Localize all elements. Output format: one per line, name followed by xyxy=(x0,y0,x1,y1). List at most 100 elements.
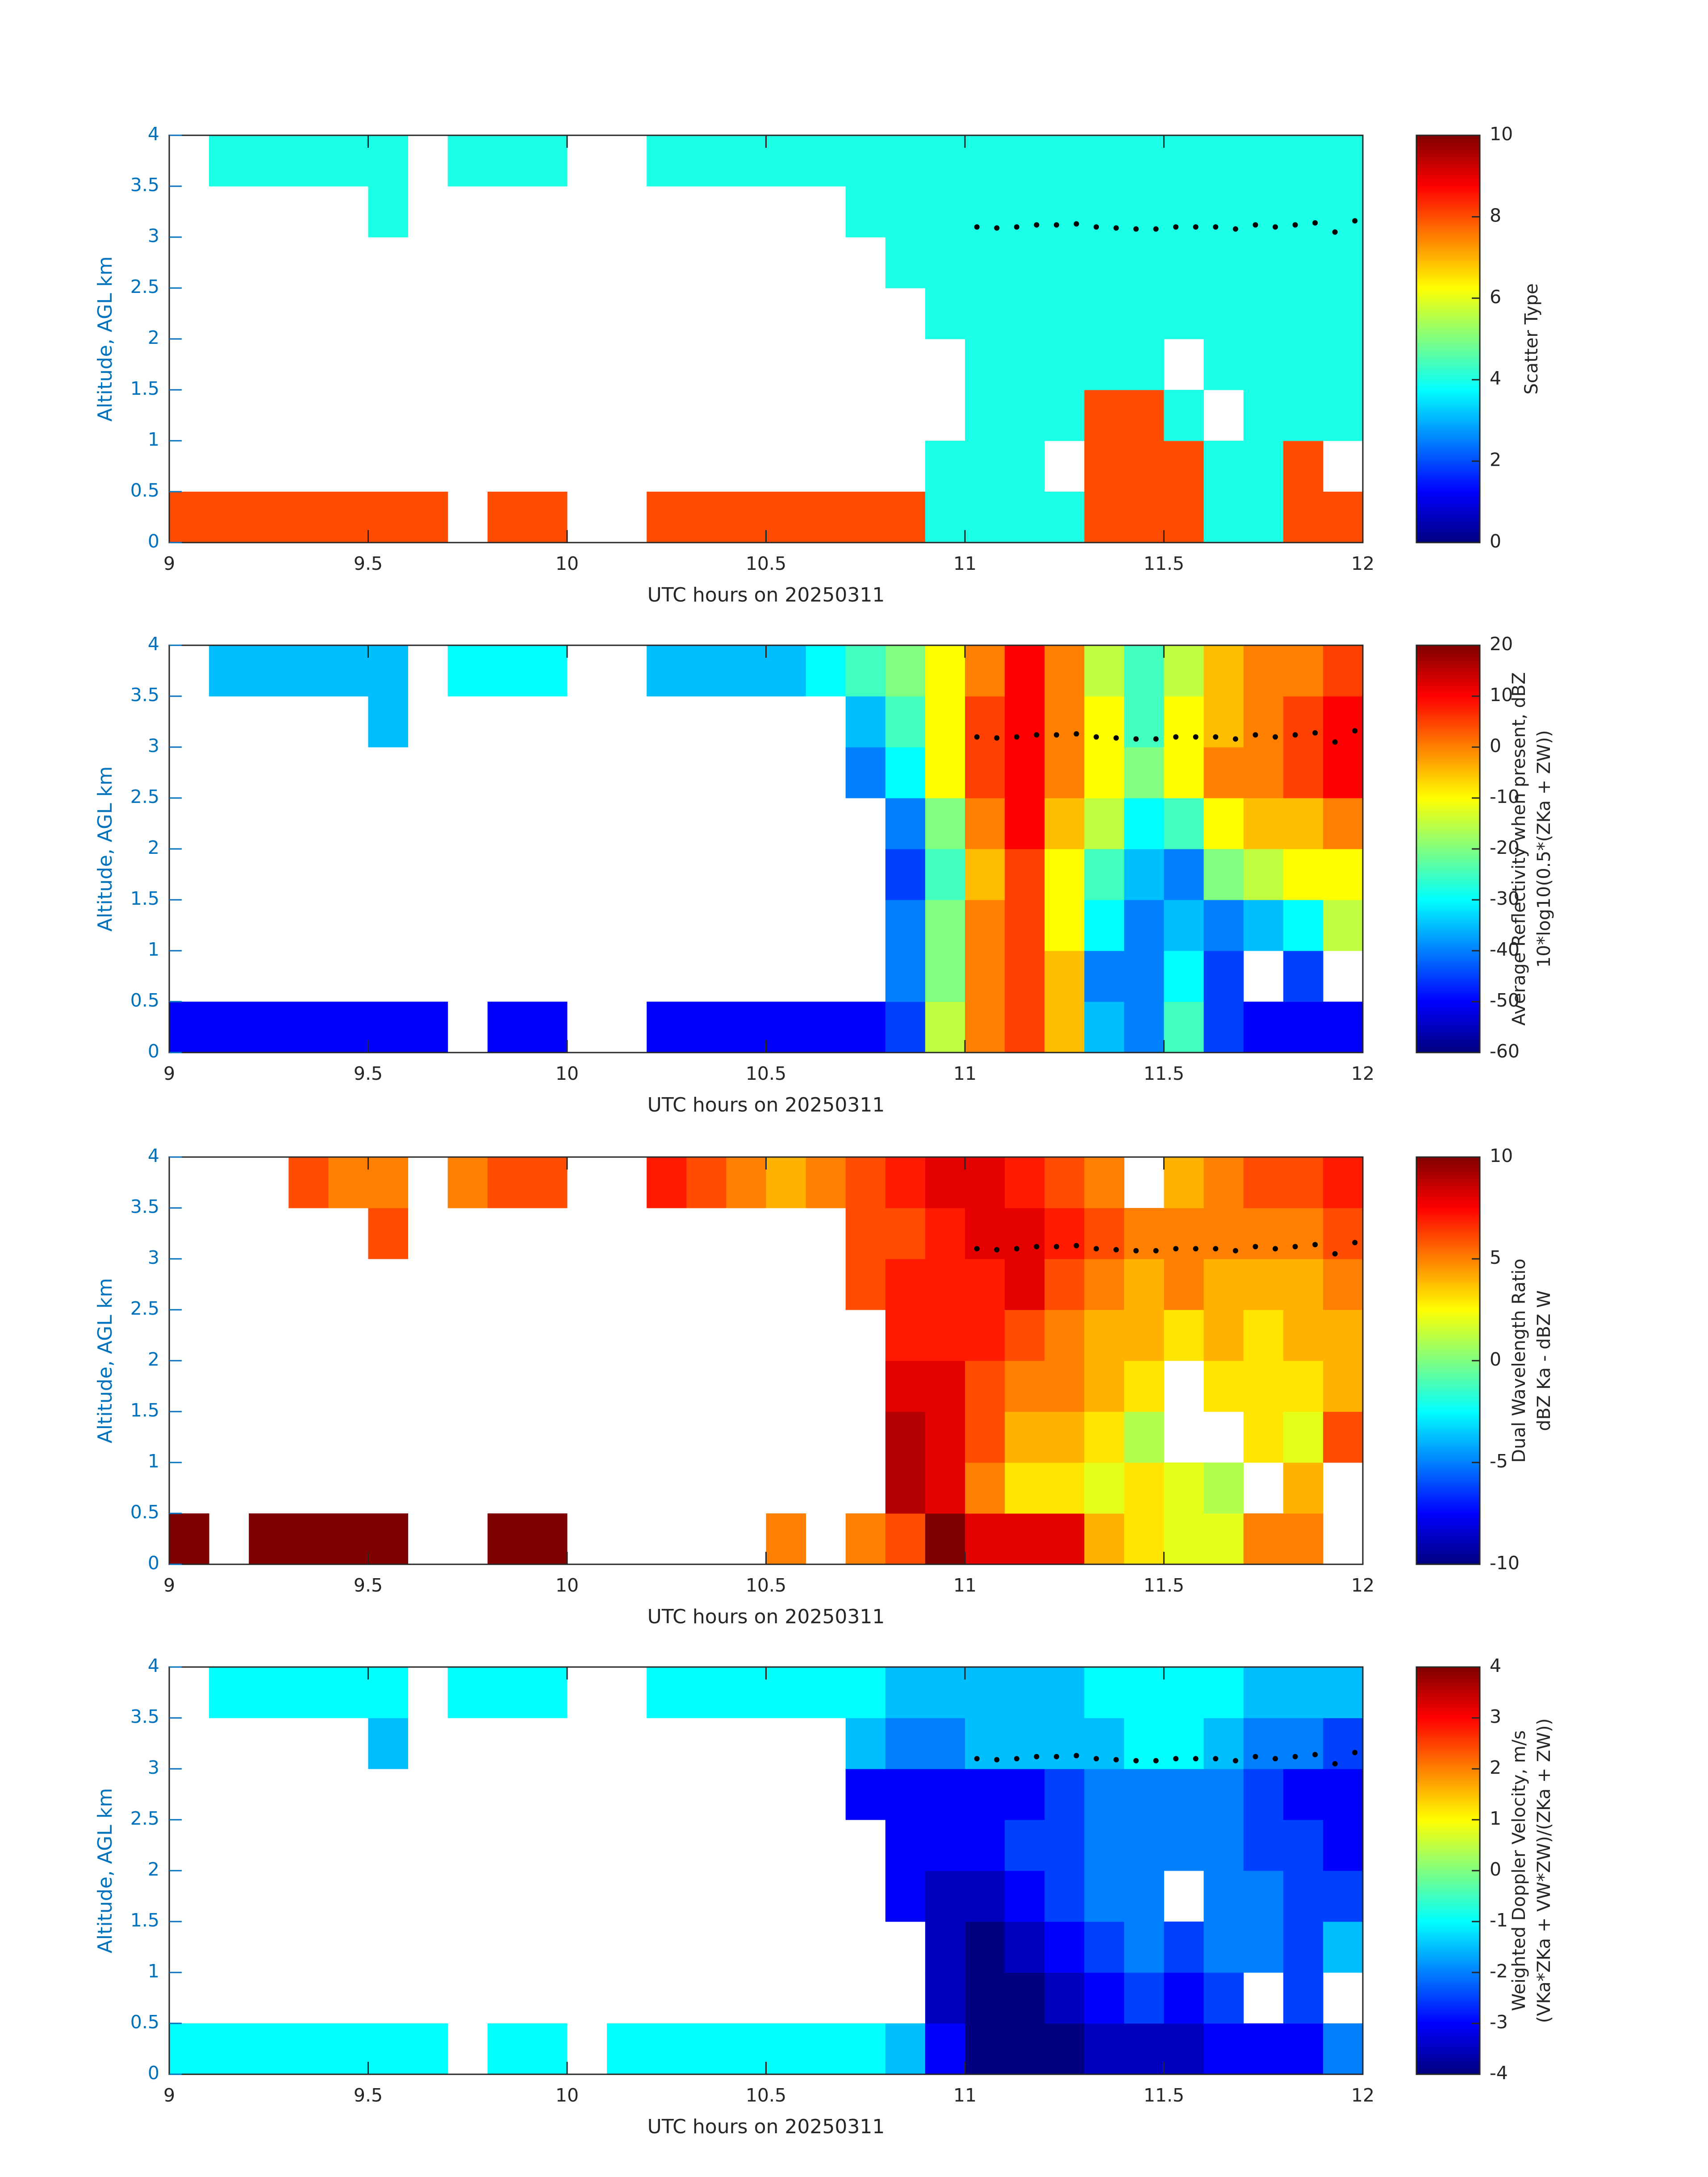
colorbar-tick-label: 1 xyxy=(1490,1808,1501,1829)
marker-point xyxy=(1173,1246,1179,1252)
heatmap-cell xyxy=(1164,1922,1204,1973)
x-tick-label: 11.5 xyxy=(1144,2085,1184,2106)
heatmap-cell xyxy=(1084,1412,1124,1463)
heatmap-cell xyxy=(925,1513,965,1565)
heatmap-cell xyxy=(447,1667,488,1718)
heatmap-cell xyxy=(1044,1462,1085,1514)
heatmap-cell xyxy=(487,1667,528,1718)
x-tick-label: 11.5 xyxy=(1144,553,1184,574)
heatmap-cell xyxy=(1084,645,1124,697)
heatmap-cell xyxy=(806,2023,846,2075)
marker-point xyxy=(1014,1756,1019,1762)
heatmap-cell xyxy=(1243,1259,1284,1310)
heatmap-cell xyxy=(1044,1718,1085,1769)
colorbar-label: Scatter Type xyxy=(1521,284,1542,395)
heatmap-cell xyxy=(965,747,1005,798)
heatmap-cell xyxy=(1243,1667,1284,1718)
heatmap-cell xyxy=(965,1259,1005,1310)
heatmap-cell xyxy=(1283,798,1324,849)
heatmap-cell xyxy=(1005,1513,1045,1565)
heatmap-cell xyxy=(925,1412,965,1463)
heatmap-cell xyxy=(647,492,687,543)
x-tick-label: 10 xyxy=(555,1063,579,1084)
heatmap-cell xyxy=(288,1513,329,1565)
y-tick-label: 2 xyxy=(148,1349,159,1370)
heatmap-cell xyxy=(965,1157,1005,1208)
heatmap-cell xyxy=(1323,900,1363,951)
heatmap-cell xyxy=(1243,186,1284,238)
marker-point xyxy=(1232,736,1238,742)
heatmap-cell xyxy=(1243,135,1284,187)
heatmap-cell xyxy=(1044,1310,1085,1361)
heatmap-cell xyxy=(1124,1259,1164,1310)
heatmap-cell xyxy=(686,1667,727,1718)
y-tick-label: 2 xyxy=(148,327,159,348)
heatmap-cell xyxy=(885,1208,926,1259)
heatmap-cell xyxy=(1124,1820,1164,1871)
y-tick-label: 0.5 xyxy=(130,480,159,501)
heatmap-cell xyxy=(368,186,409,238)
heatmap-cell xyxy=(1243,1412,1284,1463)
x-tick-label: 12 xyxy=(1351,1575,1374,1596)
heatmap-cell xyxy=(1124,237,1164,288)
heatmap-cell xyxy=(1084,441,1124,492)
heatmap-cell xyxy=(1005,1820,1045,1871)
heatmap-cell xyxy=(1005,237,1045,288)
heatmap-cell xyxy=(845,747,886,798)
heatmap-cell xyxy=(726,1667,766,1718)
heatmap-cell xyxy=(766,2023,806,2075)
colorbar-label: 10*log10(0.5*(ZKa + ZW)) xyxy=(1534,730,1554,968)
heatmap-cell xyxy=(1084,2023,1124,2075)
heatmap-cell xyxy=(647,645,687,697)
heatmap-cell xyxy=(726,1002,766,1053)
heatmap-cell xyxy=(726,492,766,543)
heatmap-cell xyxy=(1164,1462,1204,1514)
heatmap-cell xyxy=(885,1513,926,1565)
y-tick-label: 3.5 xyxy=(130,1706,159,1727)
heatmap-cell xyxy=(1044,1820,1085,1871)
heatmap-cell xyxy=(1203,1820,1244,1871)
heatmap-cell xyxy=(925,1972,965,2024)
heatmap-cell xyxy=(806,1667,846,1718)
y-tick-label: 1 xyxy=(148,939,159,960)
marker-point xyxy=(1034,222,1040,228)
heatmap-cell xyxy=(965,492,1005,543)
marker-point xyxy=(1213,1246,1219,1252)
marker-point xyxy=(1253,732,1258,738)
heatmap-cell xyxy=(885,849,926,900)
heatmap-cell xyxy=(1044,696,1085,748)
marker-point xyxy=(1272,1756,1278,1762)
heatmap-cell xyxy=(1124,441,1164,492)
colorbar-tick-label: -2 xyxy=(1490,1960,1508,1982)
heatmap-cell xyxy=(1283,186,1324,238)
heatmap-cell xyxy=(1283,1820,1324,1871)
marker-point xyxy=(1352,728,1358,734)
heatmap-cell xyxy=(1283,747,1324,798)
heatmap-cell xyxy=(1124,1462,1164,1514)
heatmap-cell xyxy=(965,288,1005,339)
heatmap-cell xyxy=(1005,288,1045,339)
heatmap-cell xyxy=(1005,441,1045,492)
heatmap-cell xyxy=(726,1157,766,1208)
heatmap-cell xyxy=(1044,1667,1085,1718)
colorbar-tick-label: 4 xyxy=(1490,368,1501,389)
heatmap-cell xyxy=(1084,1310,1124,1361)
marker-point xyxy=(1253,1244,1258,1249)
heatmap-cell xyxy=(1243,1820,1284,1871)
heatmap-cell xyxy=(885,1361,926,1412)
heatmap-cell xyxy=(1005,1769,1045,1820)
marker-point xyxy=(994,1757,1000,1763)
heatmap-cell xyxy=(169,492,209,543)
heatmap-cell xyxy=(885,1820,926,1871)
x-tick-label: 9.5 xyxy=(354,1063,383,1084)
y-tick-label: 4 xyxy=(148,123,159,145)
heatmap-cell xyxy=(1323,1769,1363,1820)
heatmap-cell xyxy=(1164,849,1204,900)
heatmap-cell xyxy=(1005,1922,1045,1973)
heatmap-cell xyxy=(1283,900,1324,951)
x-tick-label: 9 xyxy=(163,1575,175,1596)
colorbar-label: Average Reflectivity when present, dBZ xyxy=(1509,672,1529,1025)
heatmap-cell xyxy=(368,135,409,187)
heatmap-cell xyxy=(925,1922,965,1973)
